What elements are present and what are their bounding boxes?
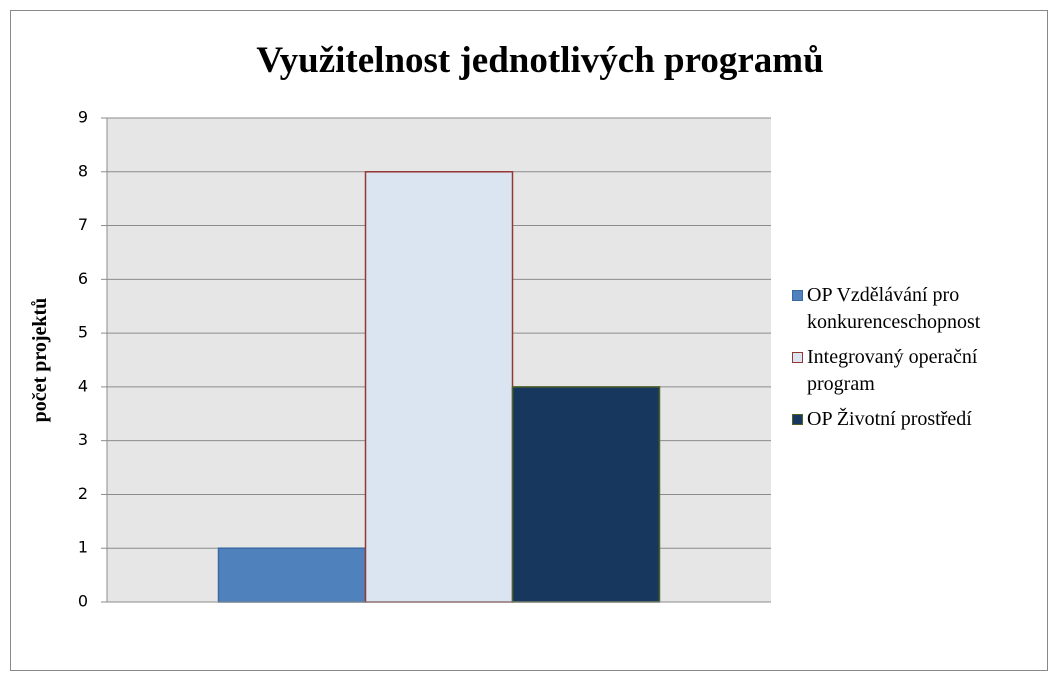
y-tick-label: 6 [78,269,88,288]
legend-label: Integrovaný operační program [807,346,978,395]
legend-swatch [792,290,803,301]
y-tick-label: 9 [78,108,88,127]
legend: OP Vzdělávání pro konkurenceschopnost Int… [792,282,1024,433]
y-tick-label: 2 [78,484,88,503]
legend-label: OP Životní prostředí [807,408,972,430]
y-tick-label: 8 [78,161,88,180]
bar [217,547,367,603]
legend-label: OP Vzdělávání pro konkurenceschopnost [807,284,981,333]
y-tick-label: 3 [78,430,88,449]
legend-entry: Integrovaný operační program [792,344,1024,398]
y-axis-label: počet projektů [29,298,51,423]
chart-title: Využitelnost jednotlivých programů [256,40,823,81]
bar [364,171,514,603]
legend-swatch [792,414,803,425]
y-tick-label: 1 [78,538,88,557]
y-tick-label: 4 [78,376,88,395]
y-tick-label: 0 [78,592,88,611]
legend-swatch [792,352,803,363]
bar [511,386,661,603]
legend-entry: OP Vzdělávání pro konkurenceschopnost [792,282,1024,336]
legend-entry: OP Životní prostředí [792,406,1024,433]
y-tick-label: 7 [78,215,88,234]
y-tick-label: 5 [78,323,88,342]
